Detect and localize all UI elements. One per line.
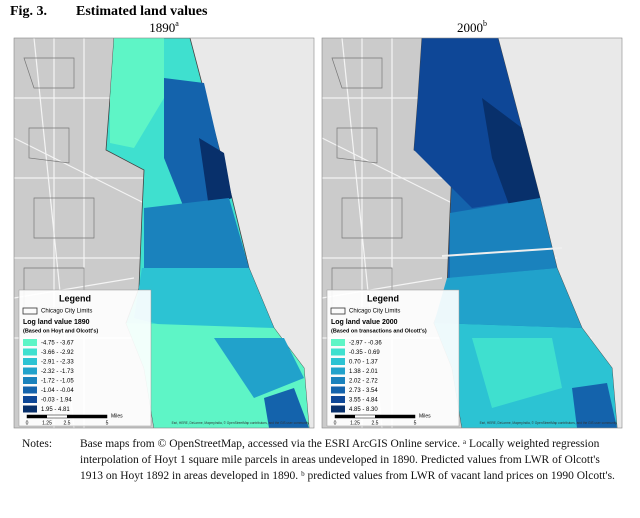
map-credit: Esri, HERE, DeLorme, MapmyIndia, © OpenS…	[172, 421, 310, 425]
legend-swatch	[23, 348, 37, 356]
legend-label: -0.03 - 1.94	[41, 397, 72, 403]
scale-unit: Miles	[419, 413, 431, 419]
legend-label: 3.55 - 4.84	[349, 397, 378, 403]
legend-label: -0.35 - 0.69	[349, 350, 380, 356]
legend-label: -2.97 - -0.36	[349, 340, 382, 346]
map-title-sup: b	[483, 19, 487, 28]
map-1890: Legend Chicago City Limits Log land value …	[13, 37, 315, 429]
legend-label: -4.75 - -3.67	[41, 340, 74, 346]
legend-swatch	[23, 377, 37, 384]
limits-label: Chicago City Limits	[349, 309, 400, 315]
legend-label: 2.73 - 3.54	[349, 388, 378, 394]
map-title-text: 2000	[457, 20, 483, 35]
scale-label: 0	[334, 420, 337, 426]
map-2000: Legend Chicago City Limits Log land value …	[321, 37, 623, 429]
map-title-text: 1890	[149, 20, 175, 35]
scale-label: 5	[106, 420, 109, 426]
legend-basis: (Based on transactions and Olcott's)	[331, 328, 427, 334]
legend-label: -2.91 - -2.33	[41, 359, 74, 365]
legend-swatch	[331, 358, 345, 365]
legend-swatch	[23, 405, 37, 413]
legend-swatch	[23, 386, 37, 394]
legend-title: Log land value 1890	[23, 319, 90, 326]
scale-label: 2.5	[64, 420, 71, 426]
scale-label: 0	[26, 420, 29, 426]
legend-swatch	[331, 396, 345, 403]
legend-box	[326, 289, 460, 427]
map-title: 1890a	[149, 19, 179, 35]
scale-bar-fill	[375, 415, 415, 418]
legend-swatch	[23, 367, 37, 375]
legend-label: 0.70 - 1.37	[349, 359, 378, 365]
limits-swatch	[330, 307, 346, 315]
figure: Fig. 3. Estimated land values	[10, 4, 623, 429]
figure-label: Fig. 3.	[10, 4, 47, 19]
figure-title: Estimated land values	[76, 4, 208, 19]
legend-swatch	[331, 367, 345, 375]
map-credit: Esri, HERE, DeLorme, MapmyIndia, © OpenS…	[480, 421, 618, 425]
legend-label: -3.66 - -2.92	[41, 350, 74, 356]
map-title: 2000b	[457, 19, 487, 35]
legend-swatch	[331, 348, 345, 356]
legend-label: -2.32 - -1.73	[41, 369, 74, 375]
notes-label: Notes:	[22, 438, 53, 450]
legend-swatch	[331, 339, 345, 346]
scale-label: 2.5	[372, 420, 379, 426]
scale-bar-fill	[27, 415, 47, 418]
legend-label: 1.38 - 2.01	[349, 369, 378, 375]
legend-swatch	[331, 386, 345, 394]
legend-label: 2.02 - 2.72	[349, 378, 378, 384]
legend-swatch	[331, 377, 345, 384]
notes: Notes: Base maps from © OpenStreetMap, a…	[22, 436, 622, 484]
map-title-sup: a	[175, 19, 179, 28]
legend-box	[18, 289, 152, 427]
legend-swatch	[23, 339, 37, 346]
scale-label: 1.25	[42, 420, 52, 426]
legend-label: -1.72 - -1.05	[41, 378, 74, 384]
notes-text: Base maps from © OpenStreetMap, accessed…	[80, 438, 615, 482]
legend-swatch	[23, 358, 37, 365]
legend-swatch	[331, 405, 345, 413]
scale-unit: Miles	[111, 413, 123, 419]
scale-label: 1.25	[350, 420, 360, 426]
limits-label: Chicago City Limits	[41, 309, 92, 315]
scale-bar-fill	[67, 415, 107, 418]
legend-label: 1.95 - 4.81	[41, 407, 70, 413]
legend-heading: Legend	[367, 293, 399, 303]
legend-label: -1.04 - -0.04	[41, 388, 74, 394]
legend-heading: Legend	[59, 293, 91, 303]
legend-basis: (Based on Hoyt and Olcott's)	[23, 328, 98, 334]
limits-swatch	[22, 307, 38, 315]
scale-bar-fill	[335, 415, 355, 418]
legend-swatch	[23, 396, 37, 403]
legend-label: 4.85 - 8.30	[349, 407, 378, 413]
legend-title: Log land value 2000	[331, 319, 398, 326]
scale-label: 5	[414, 420, 417, 426]
